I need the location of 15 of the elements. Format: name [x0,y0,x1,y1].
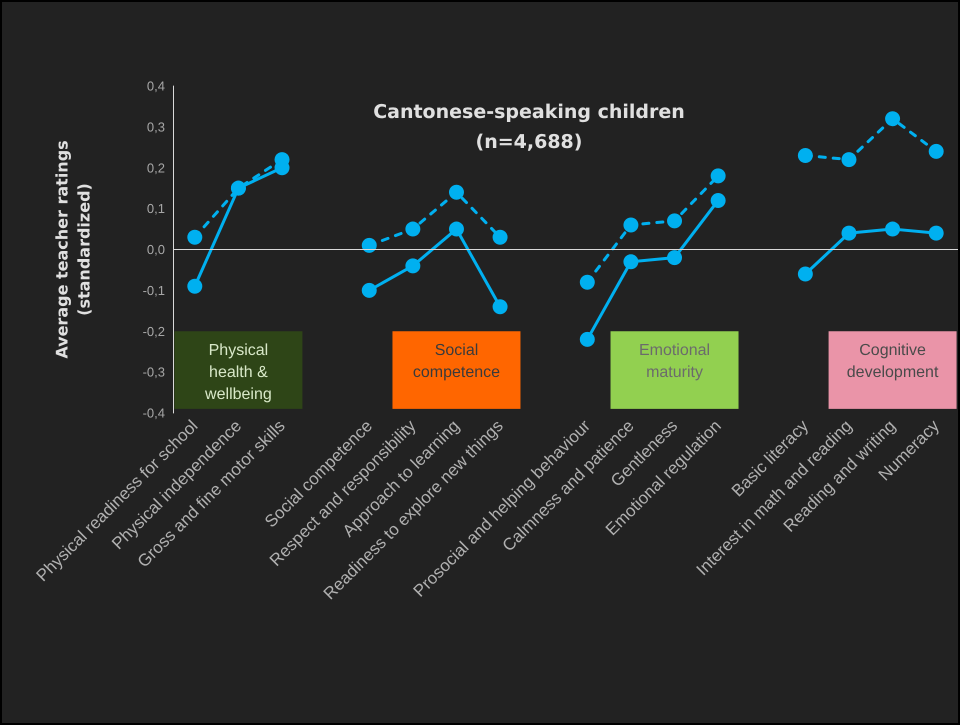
y-axis-title: Average teacher ratings (standardized) [52,140,94,359]
y-tick-label: 0,3 [146,119,165,134]
y-tick-label: -0,4 [142,406,165,420]
y-tick-label: 0,1 [146,201,165,216]
annotation: Emotional maturity [638,342,710,381]
y-tick-label: 0,4 [146,78,165,94]
annotation: Cognitive development [846,342,939,381]
text: Cantonese-speaking children (n=4,688) [373,101,685,153]
y-tick-label: 0,0 [146,242,165,257]
annotation: Physical health & wellbeing [204,342,272,403]
y-tick-label: 0,2 [146,160,165,176]
y-tick-label: -0,1 [142,282,165,298]
y-tick-label: -0,3 [142,364,165,380]
annotation: Social competence [412,342,500,381]
y-tick-label: -0,2 [142,324,165,339]
